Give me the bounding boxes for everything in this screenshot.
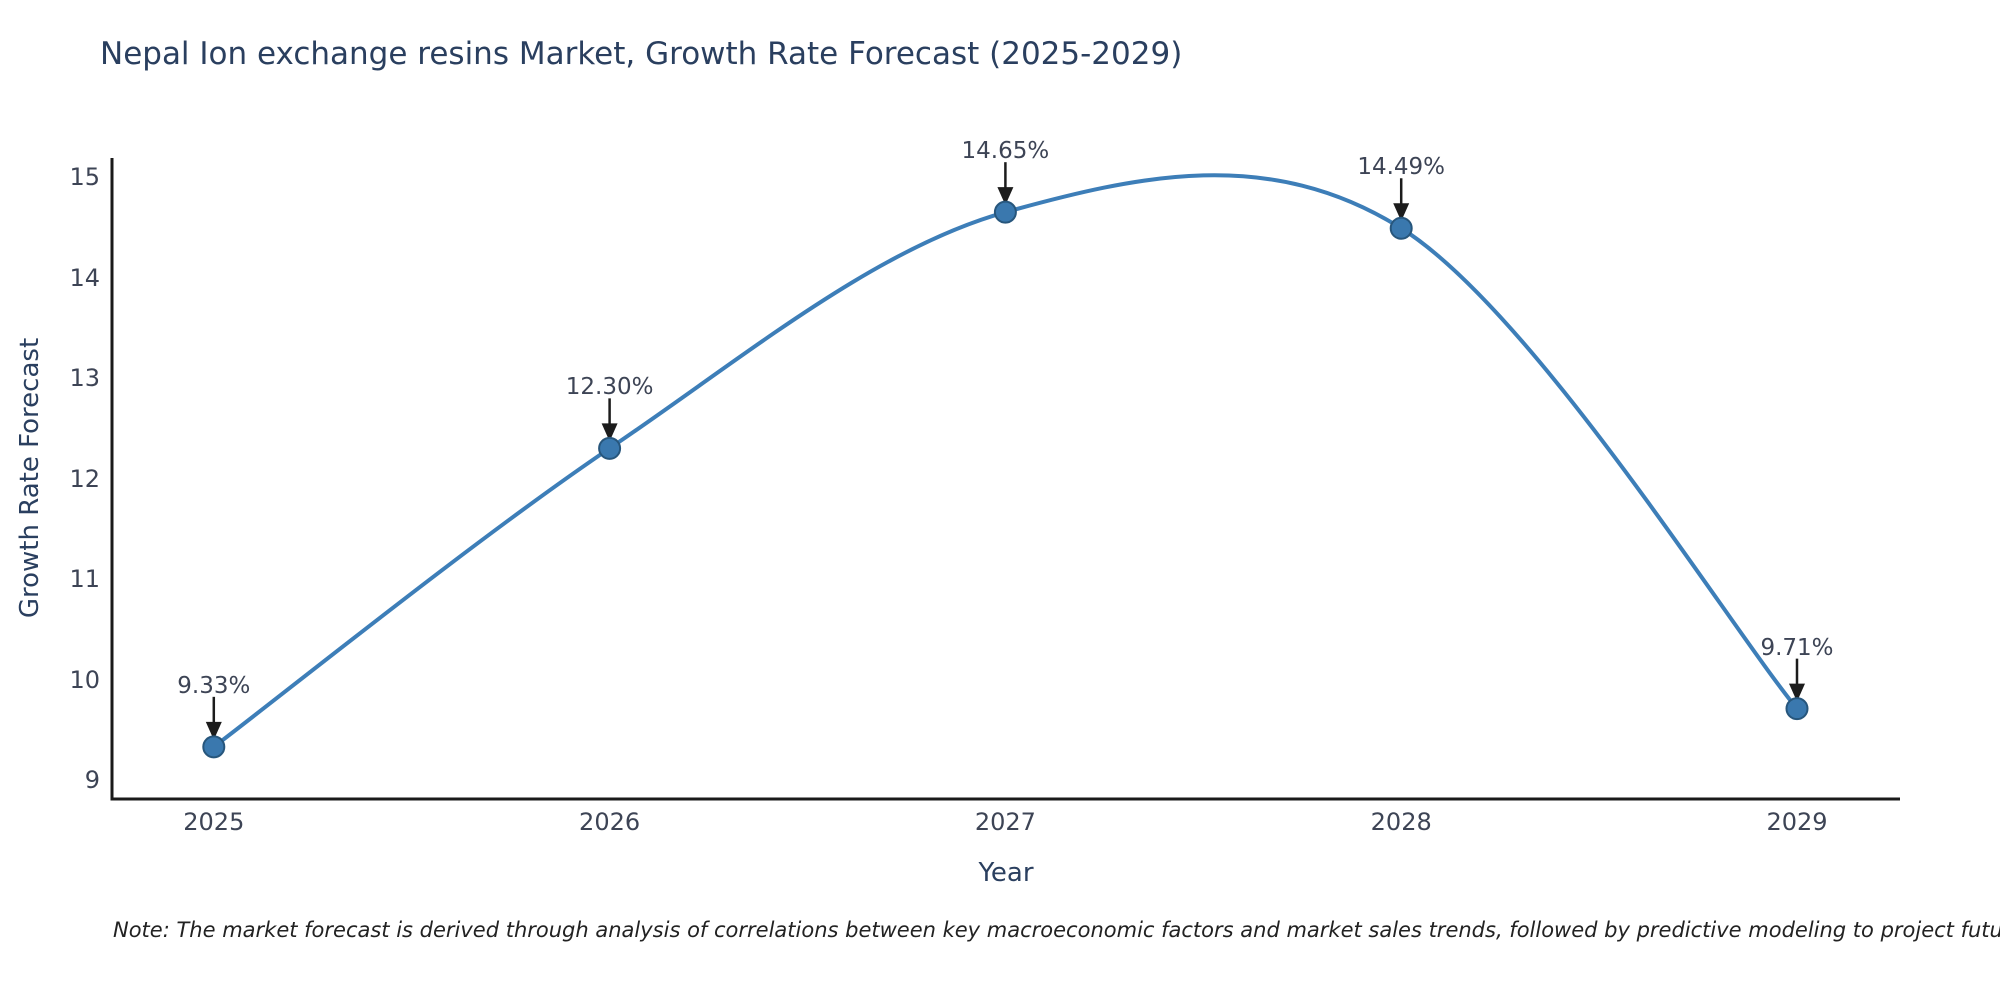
- y-tick-label: 14: [69, 263, 100, 292]
- data-point-label: 9.71%: [1760, 634, 1834, 661]
- axis-spines: [110, 158, 1900, 801]
- x-axis-title: Year: [978, 858, 1034, 888]
- data-point-label: 9.33%: [177, 672, 251, 699]
- x-tick-label: 2026: [579, 808, 641, 836]
- data-point-marker: [1785, 697, 1809, 721]
- y-tick-label: 11: [69, 565, 100, 593]
- data-point-marker: [993, 200, 1017, 224]
- x-tick-label: 2027: [974, 808, 1036, 836]
- trend-line: [211, 173, 1799, 749]
- data-point-marker: [1389, 216, 1413, 240]
- y-tick-label: 15: [69, 163, 100, 191]
- chart-title: Nepal Ion exchange resins Market, Growth…: [100, 36, 1183, 72]
- annotation-arrow-head: [601, 423, 618, 442]
- data-point-label: 14.65%: [961, 138, 1050, 165]
- data-point-label: 12.30%: [565, 374, 654, 401]
- annotation-arrow-head: [997, 187, 1014, 206]
- y-tick-label: 10: [69, 665, 100, 694]
- x-tick-label: 2029: [1766, 808, 1828, 836]
- data-point-marker: [202, 735, 226, 759]
- y-tick-label: 12: [69, 464, 100, 493]
- x-tick-label: 2025: [183, 808, 245, 836]
- data-point-label: 14.49%: [1357, 154, 1446, 181]
- annotation-arrow-head: [1393, 203, 1410, 222]
- x-tick-label: 2028: [1370, 808, 1432, 836]
- annotation-arrow-head: [1789, 683, 1805, 702]
- y-tick-label: 9: [84, 766, 100, 794]
- y-tick-label: 13: [69, 364, 100, 392]
- data-point-marker: [598, 436, 622, 460]
- annotation-arrow-head: [205, 721, 222, 740]
- footnote: Note: The market forecast is derived thr…: [113, 918, 2000, 942]
